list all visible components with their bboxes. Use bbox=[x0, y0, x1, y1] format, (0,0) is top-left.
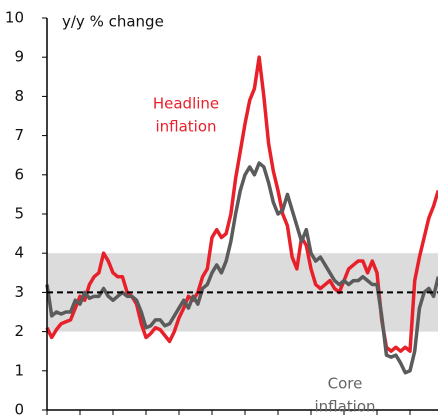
series-line bbox=[45, 161, 438, 375]
y-tick-label: 9 bbox=[14, 48, 24, 66]
y-tick-label: 2 bbox=[14, 322, 24, 340]
y-tick-label: 10 bbox=[5, 9, 24, 27]
y-tick-label: 0 bbox=[14, 401, 24, 415]
y-tick-label: 3 bbox=[14, 283, 24, 301]
y-tick-label: 6 bbox=[14, 165, 24, 183]
y-tick-label: 8 bbox=[14, 87, 24, 105]
y-axis-label: y/y % change bbox=[62, 13, 164, 31]
y-tick-label: 4 bbox=[14, 244, 24, 262]
y-tick-label: 1 bbox=[14, 361, 24, 379]
y-tick-label: 5 bbox=[14, 205, 24, 223]
annotation: Core bbox=[328, 375, 363, 393]
annotation: inflation bbox=[314, 398, 375, 415]
annotation: Headline bbox=[153, 95, 219, 113]
y-tick-label: 7 bbox=[14, 126, 24, 144]
series-line bbox=[45, 55, 438, 353]
annotation: inflation bbox=[155, 118, 216, 136]
